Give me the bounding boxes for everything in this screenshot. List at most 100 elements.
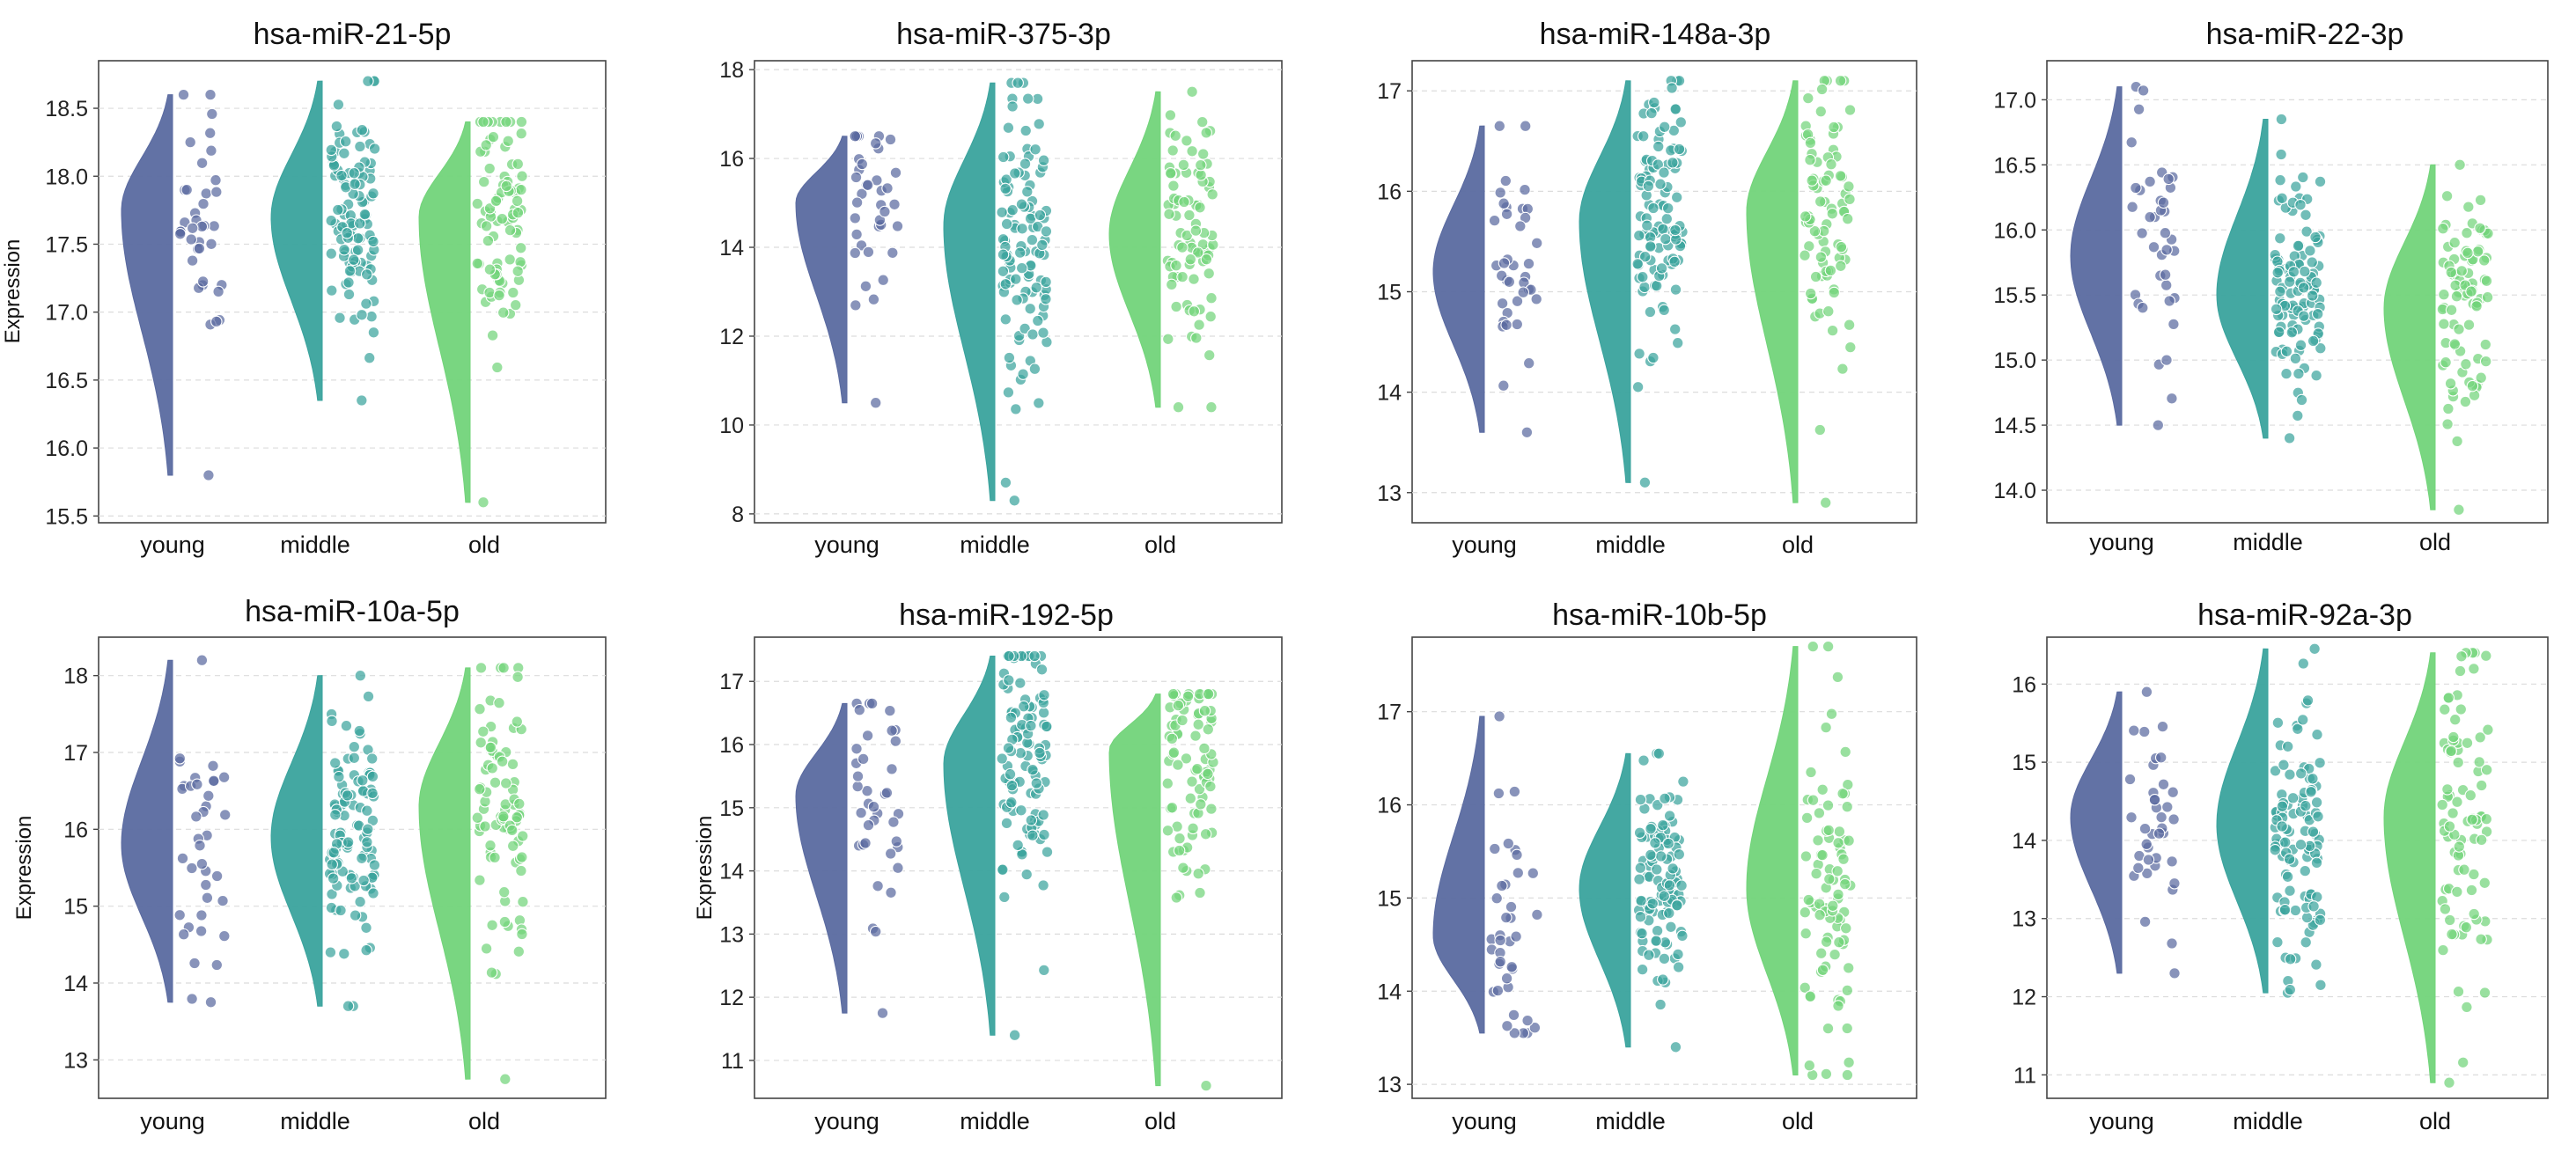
rain-middle xyxy=(996,649,1054,1041)
data-point xyxy=(2461,737,2474,750)
y-axis-label: Expression xyxy=(12,816,36,921)
data-point xyxy=(1040,275,1052,289)
data-point xyxy=(884,847,897,860)
data-point xyxy=(208,220,220,232)
rain-young xyxy=(850,697,905,1019)
data-point xyxy=(500,115,512,128)
data-point xyxy=(486,919,498,932)
data-point xyxy=(2276,820,2288,833)
data-point xyxy=(195,909,208,921)
data-point xyxy=(1652,140,1665,153)
data-point xyxy=(1035,664,1049,676)
data-point xyxy=(2163,295,2175,307)
data-point xyxy=(2475,833,2488,847)
data-point xyxy=(2138,725,2151,738)
data-point xyxy=(330,120,343,133)
panel-plot-7: 13 14 15 16 17 xyxy=(1377,640,1917,1097)
data-point xyxy=(480,139,492,151)
data-point xyxy=(1166,278,1178,291)
data-point xyxy=(1161,825,1174,837)
data-point xyxy=(1503,275,1516,289)
data-point xyxy=(1839,745,1851,759)
data-point xyxy=(342,1000,355,1012)
data-point xyxy=(1195,158,1207,172)
data-point xyxy=(477,496,489,509)
data-point xyxy=(1668,323,1682,335)
data-point xyxy=(1006,203,1019,216)
rain-middle xyxy=(996,77,1053,507)
data-point xyxy=(2314,175,2327,188)
data-point xyxy=(2445,745,2457,758)
data-point xyxy=(1034,209,1047,222)
x-tick-young: young xyxy=(2089,529,2154,555)
panel-8: hsa-miR-92a-3p young middle old xyxy=(2046,598,2549,1134)
x-tick-old: old xyxy=(468,1108,500,1134)
data-point xyxy=(1655,262,1668,275)
data-point xyxy=(195,654,209,666)
data-point xyxy=(2441,418,2454,430)
data-point xyxy=(1517,286,1529,298)
data-point xyxy=(333,770,345,783)
data-point xyxy=(2152,419,2165,431)
data-point xyxy=(859,280,872,293)
data-point xyxy=(1832,888,1844,901)
data-point xyxy=(345,872,358,884)
data-point xyxy=(865,697,879,710)
data-point xyxy=(1024,303,1036,315)
y-tick-label: 17.0 xyxy=(1993,88,2036,113)
data-point xyxy=(356,852,368,865)
data-point xyxy=(210,186,223,198)
data-point xyxy=(1025,719,1037,732)
panel-title: hsa-miR-22-3p xyxy=(2206,18,2404,51)
data-point xyxy=(2160,279,2173,291)
data-point xyxy=(1805,766,1817,779)
data-point xyxy=(1668,255,1681,268)
data-point xyxy=(1205,803,1218,815)
data-point xyxy=(855,806,867,819)
data-point xyxy=(2132,103,2145,116)
data-point xyxy=(2447,807,2459,819)
data-point xyxy=(1177,862,1189,874)
data-point xyxy=(176,852,189,865)
data-point xyxy=(191,778,203,791)
data-point xyxy=(1814,251,1828,263)
cloud-old xyxy=(418,121,471,503)
data-point xyxy=(332,203,344,216)
data-point xyxy=(358,208,372,221)
y-tick-label: 15 xyxy=(1377,886,1402,911)
data-point xyxy=(1658,890,1670,902)
data-point xyxy=(2297,282,2310,294)
data-point xyxy=(2281,870,2294,884)
data-point xyxy=(1814,105,1828,118)
data-point xyxy=(853,703,866,716)
data-point xyxy=(1832,1000,1844,1012)
data-point xyxy=(2269,844,2281,856)
data-point xyxy=(2304,245,2316,257)
data-point xyxy=(1505,961,1518,973)
data-point xyxy=(502,135,514,148)
data-point xyxy=(326,715,338,728)
data-point xyxy=(1651,863,1663,876)
data-point xyxy=(362,823,374,835)
data-point xyxy=(1808,224,1822,238)
data-point xyxy=(867,800,880,813)
data-point xyxy=(1511,295,1524,307)
data-point xyxy=(1665,921,1677,934)
data-point xyxy=(2450,290,2463,303)
data-point xyxy=(2452,756,2464,769)
y-tick-label: 18.0 xyxy=(45,165,88,189)
data-point xyxy=(193,242,206,255)
data-point xyxy=(877,274,889,286)
data-point xyxy=(1167,144,1179,157)
data-point xyxy=(1828,286,1841,299)
x-tick-middle: middle xyxy=(280,532,350,558)
data-point xyxy=(200,878,212,892)
data-point xyxy=(1176,714,1189,727)
data-point xyxy=(1663,879,1676,892)
data-point xyxy=(2444,378,2457,390)
data-point xyxy=(1498,379,1510,392)
data-point xyxy=(515,127,527,140)
data-point xyxy=(850,171,863,184)
data-point xyxy=(1508,1027,1521,1039)
